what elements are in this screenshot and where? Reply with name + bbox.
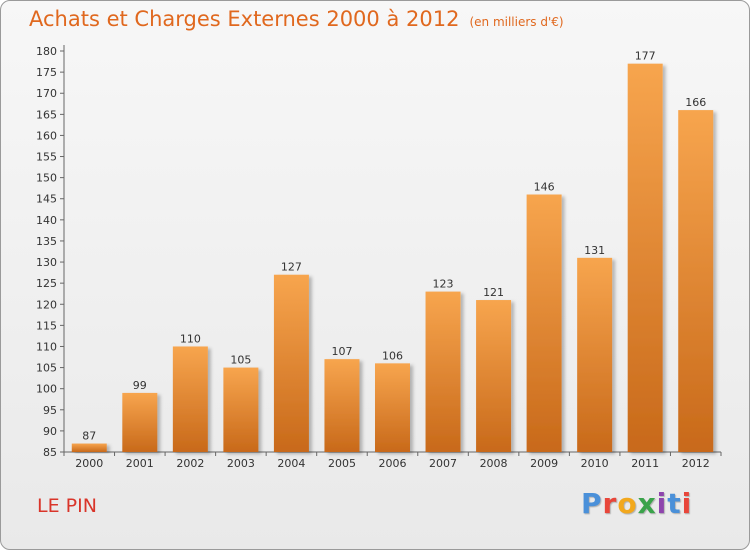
bar-2002 <box>172 346 208 452</box>
y-tick-label: 150 <box>36 172 57 185</box>
bar-2005 <box>324 359 360 452</box>
bar-value-label: 177 <box>635 50 656 63</box>
y-tick-label: 95 <box>43 404 57 417</box>
y-tick-label: 170 <box>36 87 57 100</box>
bar-2010 <box>577 257 613 452</box>
bar-value-label: 146 <box>534 181 555 194</box>
y-tick-label: 110 <box>36 340 57 353</box>
bar-2011 <box>627 63 663 453</box>
logo-letter: P <box>581 487 603 520</box>
x-tick-label: 2001 <box>126 457 154 470</box>
x-tick-label: 2003 <box>227 457 255 470</box>
logo-letter: i <box>681 487 693 520</box>
bar-value-label: 110 <box>180 332 201 345</box>
y-tick-label: 135 <box>36 235 57 248</box>
logo-letter: i <box>656 487 668 520</box>
bar-value-label: 123 <box>433 278 454 291</box>
bar-value-label: 105 <box>230 354 251 367</box>
bar-2012 <box>678 110 714 453</box>
x-tick-label: 2000 <box>75 457 103 470</box>
logo-letter: t <box>667 487 682 520</box>
bar-value-label: 127 <box>281 261 302 274</box>
y-tick-label: 140 <box>36 214 57 227</box>
commune-name: LE PIN <box>37 495 97 517</box>
logo-letter: r <box>602 487 618 520</box>
y-tick-label: 155 <box>36 151 57 164</box>
y-tick-label: 115 <box>36 319 57 332</box>
x-tick-label: 2002 <box>176 457 204 470</box>
x-tick-label: 2005 <box>328 457 356 470</box>
bar-value-label: 107 <box>331 345 352 358</box>
y-tick-label: 160 <box>36 129 57 142</box>
y-tick-label: 100 <box>36 383 57 396</box>
bar-value-label: 99 <box>133 379 147 392</box>
chart-title: Achats et Charges Externes 2000 à 2012 (e… <box>29 7 564 31</box>
y-tick-label: 125 <box>36 277 57 290</box>
y-tick-label: 90 <box>43 425 57 438</box>
y-tick-label: 180 <box>36 45 57 58</box>
bar-value-label: 121 <box>483 286 504 299</box>
chart-subtitle: (en milliers d'€) <box>469 15 564 29</box>
bar-value-label: 131 <box>584 244 605 257</box>
bar-2006 <box>375 363 410 452</box>
logo-letter: o <box>617 487 638 520</box>
bar-2008 <box>476 300 512 452</box>
bar-value-label: 166 <box>685 96 706 109</box>
bar-2001 <box>122 392 158 452</box>
bar-value-label: 106 <box>382 349 403 362</box>
y-tick-label: 165 <box>36 108 57 121</box>
y-tick-label: 175 <box>36 66 57 79</box>
x-tick-label: 2009 <box>530 457 558 470</box>
y-tick-label: 105 <box>36 362 57 375</box>
x-tick-label: 2010 <box>581 457 609 470</box>
bar-2003 <box>223 367 259 452</box>
proxiti-logo: Proxiti <box>581 487 692 520</box>
bar-2000 <box>71 443 107 452</box>
y-tick-label: 145 <box>36 193 57 206</box>
y-tick-label: 130 <box>36 256 57 269</box>
x-tick-label: 2012 <box>682 457 710 470</box>
bar-2007 <box>425 291 461 452</box>
x-tick-label: 2007 <box>429 457 457 470</box>
chart-title-text: Achats et Charges Externes 2000 à 2012 <box>29 7 460 31</box>
x-tick-label: 2011 <box>631 457 659 470</box>
logo-letter: x <box>637 487 657 520</box>
bar-2004 <box>273 274 309 452</box>
y-tick-label: 120 <box>36 298 57 311</box>
x-tick-label: 2008 <box>480 457 508 470</box>
y-tick-label: 85 <box>43 446 57 459</box>
x-tick-label: 2006 <box>379 457 407 470</box>
bar-value-label: 87 <box>82 430 96 443</box>
x-tick-label: 2004 <box>277 457 305 470</box>
bar-2009 <box>526 194 562 452</box>
